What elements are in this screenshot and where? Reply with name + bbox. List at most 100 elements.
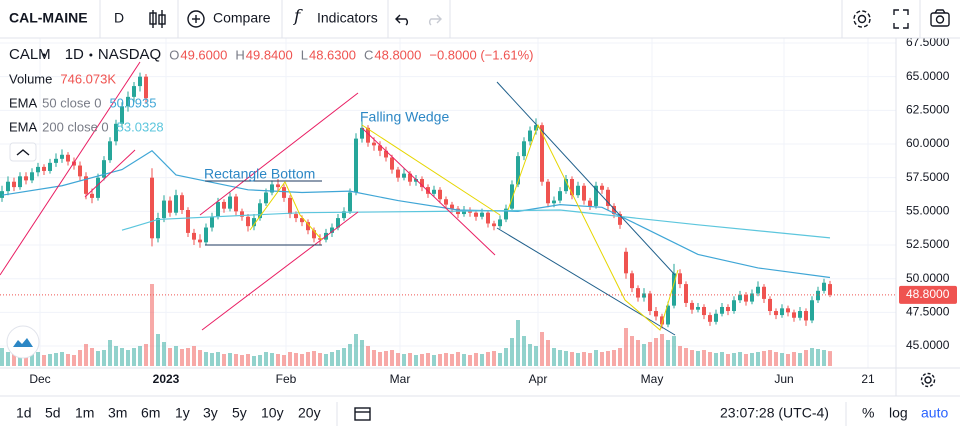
redo-icon[interactable] [429, 14, 442, 26]
annotation[interactable]: Rectangle Bottom [204, 166, 315, 182]
volume-bar [384, 351, 388, 366]
date-range-icon[interactable] [354, 407, 371, 421]
clock: 23:07:28 (UTC-4) [720, 405, 829, 421]
candle-body [726, 306, 730, 312]
range-button[interactable]: 5y [232, 405, 247, 421]
candle-body [438, 189, 442, 200]
volume-bar [402, 354, 406, 366]
symbol-button[interactable]: CAL-MAINE [9, 10, 88, 26]
candle-body [360, 127, 364, 139]
candle-body [684, 284, 688, 303]
compare-icon[interactable] [187, 10, 205, 28]
scale-option[interactable]: log [889, 405, 908, 421]
compare-button[interactable]: Compare [213, 10, 271, 26]
candle-body [150, 177, 154, 239]
drawings [0, 61, 679, 336]
screenshot-icon[interactable] [930, 9, 950, 27]
volume-bar [774, 352, 778, 366]
annotation[interactable]: Falling Wedge [360, 109, 449, 125]
volume-bar [588, 353, 592, 366]
volume-bar [312, 351, 316, 366]
volume-bar [84, 344, 88, 366]
scale-option[interactable]: auto [921, 405, 948, 421]
logo-badge[interactable] [6, 325, 40, 359]
fullscreen-icon[interactable] [893, 9, 909, 29]
candle-body [750, 293, 754, 302]
volume-bar [66, 354, 70, 366]
candle-body [168, 200, 172, 213]
volume-bar [378, 352, 382, 366]
candle-body [312, 230, 316, 239]
candle-body [462, 210, 466, 215]
candle-body [408, 173, 412, 182]
y-tick-label: 65.0000 [906, 69, 950, 83]
volume-bar [828, 351, 832, 366]
volume-bar [426, 353, 430, 366]
candle-body [582, 185, 586, 201]
range-button[interactable]: 1d [16, 405, 32, 421]
candle-body [96, 177, 100, 198]
legend-interval: 1D [65, 46, 84, 63]
volume-bar [612, 350, 616, 366]
volume-bar [462, 354, 466, 366]
chart-type-icon[interactable] [149, 10, 166, 28]
y-tick-label: 60.0000 [906, 136, 950, 150]
indicators-button[interactable]: Indicators [317, 10, 378, 26]
volume-bar [540, 332, 544, 366]
range-button[interactable]: 3y [203, 405, 218, 421]
collapse-legend-button[interactable] [9, 142, 37, 162]
candle-body [396, 169, 400, 178]
candle-body [378, 145, 382, 151]
volume-bar [234, 354, 238, 366]
axis-settings-icon[interactable] [920, 372, 936, 388]
volume-bar [192, 346, 196, 366]
volume-bar [804, 350, 808, 366]
range-button[interactable]: 10y [261, 405, 284, 421]
volume-bar [744, 354, 748, 366]
candle-body [636, 288, 640, 298]
volume-bar [0, 348, 4, 366]
volume-name: Volume [9, 71, 52, 86]
candle-body [198, 239, 202, 243]
range-button[interactable]: 1y [175, 405, 190, 421]
ema-name: EMA [9, 119, 38, 134]
range-button[interactable]: 3m [108, 405, 127, 421]
candle-body [474, 212, 478, 217]
volume-bar [558, 350, 562, 366]
volume-bar [522, 336, 526, 366]
ohlc-key: L [301, 47, 308, 62]
volume-bar [114, 346, 118, 366]
ema-value: 50.0935 [109, 95, 156, 110]
legend-symbol: CALM [9, 46, 51, 63]
volume-bar [570, 352, 574, 366]
candle-body [336, 218, 340, 228]
volume-bar [264, 352, 268, 366]
candle-body [510, 184, 514, 209]
volume-bar [468, 355, 472, 366]
interval-button[interactable]: D [114, 10, 124, 26]
candle-body [660, 316, 664, 325]
volume-bar [720, 352, 724, 366]
range-button[interactable]: 1m [75, 405, 94, 421]
range-button[interactable]: 6m [141, 405, 160, 421]
candle-body [318, 238, 322, 240]
candle-body [546, 181, 550, 204]
ema-line [1, 149, 831, 279]
range-button[interactable]: 5d [45, 405, 61, 421]
volume-bar [684, 348, 688, 366]
candle-body [444, 199, 448, 205]
volume-bar [108, 340, 112, 366]
scale-option[interactable]: % [862, 405, 874, 421]
volume-bar [342, 348, 346, 366]
candle-body [72, 161, 76, 166]
dot [89, 53, 93, 57]
undo-icon[interactable] [395, 14, 408, 26]
indicators-icon[interactable]: f [292, 7, 303, 27]
candle-body [132, 86, 136, 97]
volume-bar [822, 350, 826, 366]
volume-bar [144, 344, 148, 366]
settings-icon[interactable] [853, 10, 871, 28]
range-button[interactable]: 20y [298, 405, 321, 421]
ema-name: EMA [9, 95, 38, 110]
ohlc-value: 49.8400 [246, 47, 293, 62]
